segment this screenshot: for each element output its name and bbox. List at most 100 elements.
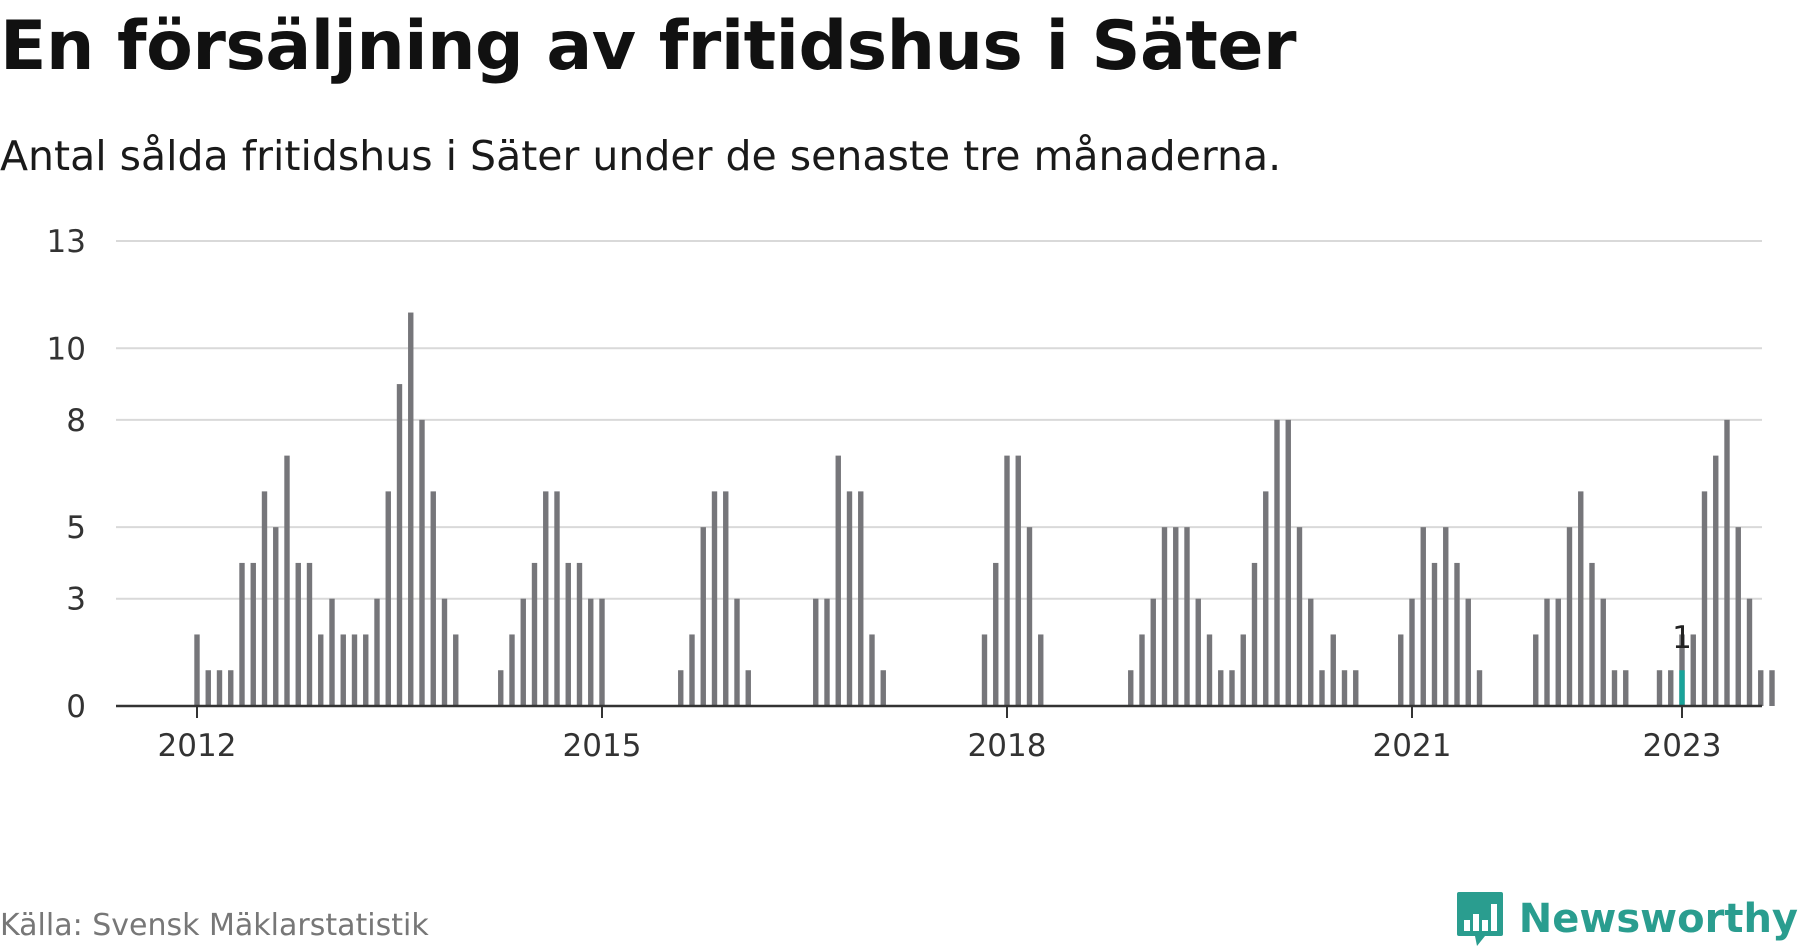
bar-133 — [1690, 634, 1696, 706]
bar-136 — [1724, 419, 1730, 706]
bar-113 — [1465, 598, 1471, 706]
x-tick-label-2021: 2021 — [1373, 728, 1452, 764]
bar-57 — [835, 455, 841, 706]
bar-94 — [1251, 562, 1258, 706]
x-axis-ticks: 2012 2015 2018 2021 2023 — [158, 706, 1722, 764]
bar-29 — [520, 598, 526, 706]
bars — [194, 312, 1775, 706]
x-tick-label-2023: 2023 — [1643, 728, 1722, 764]
y-tick-label-3: 3 — [66, 582, 86, 618]
bar-61 — [880, 670, 886, 706]
bar-19 — [408, 312, 414, 706]
bar-12 — [329, 598, 335, 706]
data-labels: 1 — [1672, 620, 1692, 656]
bar-120 — [1544, 598, 1550, 706]
bar-60 — [869, 634, 875, 706]
bar-45 — [700, 527, 706, 706]
bar-33 — [565, 562, 571, 706]
bar-22 — [441, 598, 448, 706]
bar-102 — [1341, 670, 1348, 706]
bar-7 — [273, 527, 279, 706]
bar-75 — [1038, 634, 1044, 706]
bar-0 — [194, 634, 200, 706]
bar-112 — [1454, 562, 1460, 706]
source-note: Källa: Svensk Mäklarstatistik — [0, 908, 429, 943]
bar-55 — [813, 598, 819, 706]
bar-124 — [1589, 562, 1595, 706]
bar-134 — [1701, 491, 1708, 706]
bar-59 — [858, 491, 864, 706]
bar-23 — [453, 634, 459, 706]
chart-title: En försäljning av fritidshus i Säter — [0, 7, 1297, 86]
bar-2 — [216, 670, 223, 706]
bar-103 — [1353, 670, 1359, 706]
bar-99 — [1308, 598, 1314, 706]
y-tick-label-0: 0 — [66, 689, 86, 725]
bar-122 — [1566, 527, 1573, 706]
bar-48 — [734, 598, 740, 706]
bar-6 — [261, 491, 268, 706]
x-tick-label-2012: 2012 — [158, 728, 237, 764]
bar-5 — [250, 562, 256, 706]
brand-logo: Newsworthy — [1455, 890, 1798, 948]
bar-85 — [1150, 598, 1156, 706]
bar-74 — [1026, 527, 1033, 706]
bar-97 — [1285, 419, 1291, 706]
bar-27 — [498, 670, 504, 706]
bar-highlight — [1679, 670, 1685, 706]
bar-20 — [419, 419, 425, 706]
bar-126 — [1611, 670, 1618, 706]
bar-15 — [363, 634, 369, 706]
bar-88 — [1184, 527, 1190, 706]
y-axis-ticks: 0 3 5 8 10 13 — [47, 224, 86, 725]
bar-130 — [1656, 670, 1663, 706]
bar-131 — [1668, 670, 1674, 706]
bar-28 — [509, 634, 515, 706]
bar-47 — [723, 491, 729, 706]
bar-21 — [430, 491, 436, 706]
bar-92 — [1229, 670, 1235, 706]
bar-140 — [1769, 670, 1775, 706]
bar-87 — [1173, 527, 1179, 706]
bar-111 — [1443, 527, 1449, 706]
bar-16 — [374, 598, 380, 706]
bar-chart: 0 3 5 8 10 13 2012 2015 2018 2021 2023 1 — [47, 224, 1775, 764]
bar-71 — [993, 562, 999, 706]
bar-123 — [1578, 491, 1584, 706]
bar-83 — [1128, 670, 1134, 706]
bar-44 — [689, 634, 695, 706]
bar-13 — [340, 634, 346, 706]
bar-70 — [981, 634, 988, 706]
bar-4 — [239, 562, 245, 706]
bar-101 — [1330, 634, 1336, 706]
bar-30 — [531, 562, 538, 706]
bar-8 — [284, 455, 290, 706]
data-label-latest: 1 — [1672, 620, 1692, 656]
bar-138 — [1746, 598, 1753, 706]
bar-43 — [678, 670, 684, 706]
bar-10 — [306, 562, 313, 706]
bar-139 — [1758, 670, 1764, 706]
bar-18 — [396, 384, 403, 706]
bar-90 — [1206, 634, 1213, 706]
x-tick-label-2015: 2015 — [563, 728, 642, 764]
bar-91 — [1218, 670, 1224, 706]
bar-114 — [1476, 670, 1483, 706]
bar-3 — [228, 670, 234, 706]
bar-72 — [1004, 455, 1010, 706]
bar-110 — [1431, 562, 1438, 706]
bar-46 — [711, 491, 718, 706]
gridlines — [116, 240, 1762, 600]
bar-11 — [318, 634, 324, 706]
y-tick-label-13: 13 — [47, 224, 86, 260]
bar-31 — [543, 491, 549, 706]
newsworthy-chart-logo-icon — [1456, 892, 1503, 946]
bar-93 — [1240, 634, 1246, 706]
bar-14 — [351, 634, 358, 706]
y-tick-label-10: 10 — [47, 331, 86, 367]
bar-127 — [1623, 670, 1629, 706]
bar-135 — [1713, 455, 1719, 706]
bar-34 — [576, 562, 583, 706]
bar-1 — [205, 670, 211, 706]
bar-100 — [1319, 670, 1325, 706]
